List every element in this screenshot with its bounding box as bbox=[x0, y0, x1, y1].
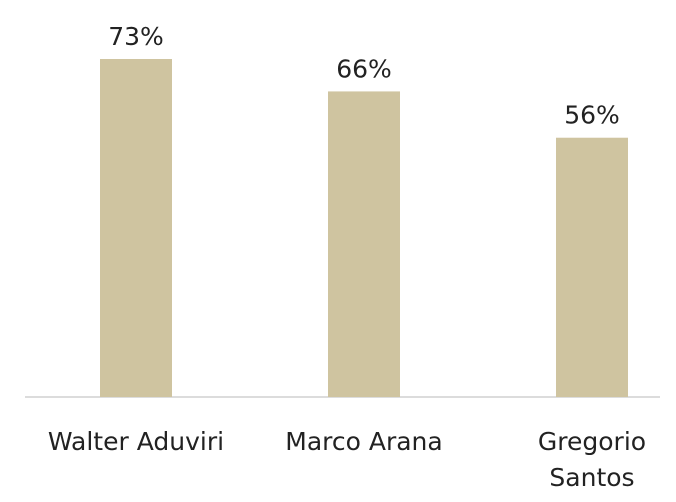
x-tick-label: Walter Aduviri bbox=[47, 427, 225, 456]
x-tick-label: Marco Arana bbox=[285, 427, 443, 456]
x-tick-label: Gregorio Santos bbox=[537, 427, 647, 492]
bar bbox=[556, 137, 628, 397]
bar bbox=[100, 59, 172, 397]
value-label: 73% bbox=[108, 22, 164, 51]
value-label: 56% bbox=[564, 101, 620, 130]
value-label: 66% bbox=[336, 54, 392, 83]
bar bbox=[328, 91, 400, 398]
